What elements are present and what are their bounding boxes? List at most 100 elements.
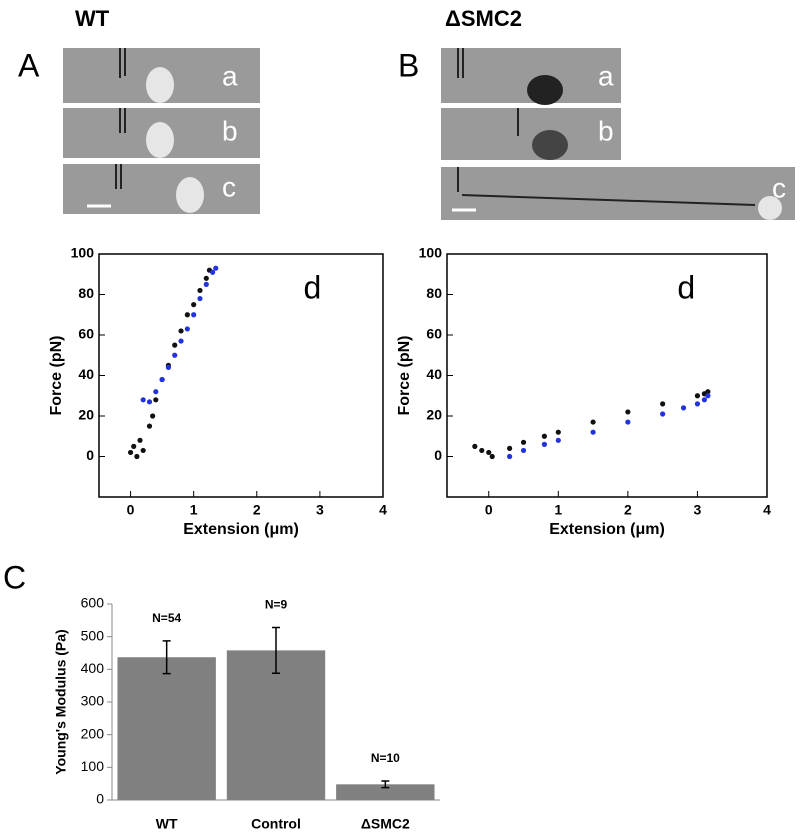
point [178,338,184,344]
y-tick-label: 400 [81,660,105,676]
point [146,399,153,405]
image-label: b [222,115,238,146]
x-axis-label: Extension (μm) [183,521,299,538]
y-tick-label: 0 [434,447,442,463]
y-tick-label: 60 [78,326,94,342]
x-tick-label: 1 [554,502,562,518]
y-tick-label: 20 [78,407,94,423]
point [590,429,596,435]
y-tick-label: 0 [96,791,104,807]
cell [758,196,782,220]
point [203,281,209,287]
point [140,397,146,403]
point [153,389,159,395]
image [441,108,621,160]
x-tick-label: 0 [127,502,135,518]
point [165,364,172,370]
point [137,437,143,443]
x-tick-label: 3 [694,502,702,518]
point [184,312,190,318]
x-tick-label: 4 [379,502,387,518]
point [489,453,495,460]
point [694,401,701,407]
point [479,447,485,454]
image-label: a [222,60,238,91]
y-tick-label: 600 [81,595,105,611]
panel-letter: C [3,559,26,595]
point [131,443,137,449]
point [507,453,513,460]
point [590,419,596,425]
annotation: N=10 [371,751,400,765]
point [213,265,219,271]
pipette [115,48,756,206]
y-tick-label: 500 [81,627,105,643]
point [701,397,707,403]
y-tick-label: 0 [86,447,94,463]
y-tick-label: 100 [71,245,95,261]
image-label: c [222,171,236,202]
panel-letter: A [18,47,40,83]
y-axis-label: Force (pN) [396,336,413,416]
point [184,326,190,332]
y-tick-label: 200 [81,725,105,741]
cell [146,122,174,158]
plot-frame [446,253,768,498]
x-tick-label: 2 [624,502,632,518]
point [210,269,216,275]
annotation: d [303,269,321,305]
error-bar [162,640,171,675]
x-tick-label: 2 [253,502,261,518]
error-bar [381,780,390,789]
bar [117,657,216,800]
point [541,433,547,439]
point [178,328,184,334]
point [625,409,631,415]
point [705,393,711,399]
y-tick-label: 40 [78,366,94,382]
point [172,342,178,348]
point [134,453,140,460]
point [140,447,146,454]
annotation: N=9 [265,598,288,612]
y-tick-label: 100 [419,245,443,261]
point [520,447,527,454]
image-label: a [598,60,614,91]
cell [176,177,204,213]
panel-letter: B [398,47,419,83]
x-tick-label: 1 [190,502,198,518]
point [555,429,561,435]
cell [527,75,563,105]
point [197,287,203,294]
panel-title: WT [75,6,110,31]
point [153,397,159,403]
point [541,441,547,447]
error-bar [272,626,280,675]
image-label: b [598,115,614,146]
x-tick-label: WT [156,816,178,832]
annotation: d [677,269,695,305]
image-label: c [772,172,786,203]
plot-frame [98,253,384,498]
point [660,411,666,417]
point [159,376,165,383]
point [191,312,197,318]
cell [532,130,568,160]
point [197,295,203,302]
y-tick-label: 300 [81,693,105,709]
x-tick-label: ΔSMC2 [361,816,410,832]
cell [146,67,174,103]
micrographs: a b c a b c [63,48,795,220]
point [203,275,209,281]
point [472,443,478,449]
image [441,167,795,220]
point [555,437,561,443]
point [507,445,513,451]
bar [226,650,326,800]
point [486,449,492,456]
y-tick-label: 80 [426,285,442,301]
point [146,423,153,429]
y-tick-label: 20 [426,407,442,423]
panel-title: ΔSMC2 [445,6,522,31]
